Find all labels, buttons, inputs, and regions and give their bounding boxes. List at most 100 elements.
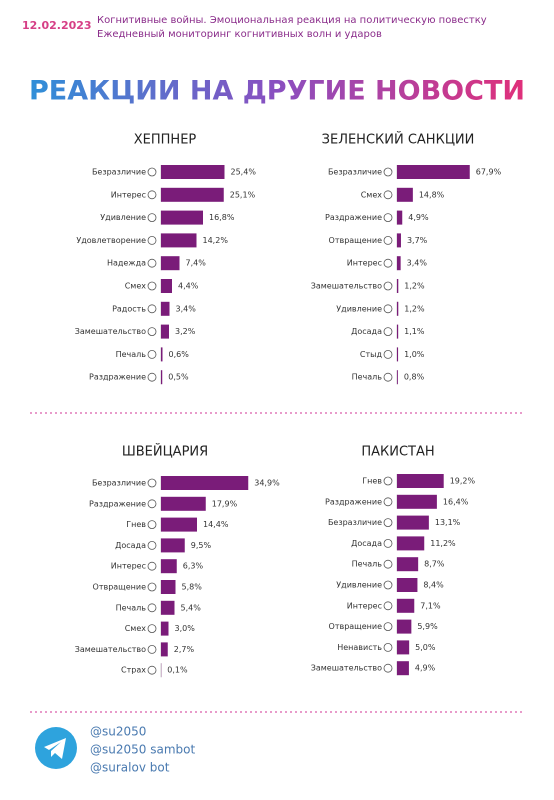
bar bbox=[397, 370, 398, 385]
value-label: 3,7% bbox=[407, 236, 428, 245]
emotion-icon bbox=[147, 624, 157, 633]
handle[interactable]: @su2050 sambot bbox=[90, 743, 195, 757]
value-label: 9,5% bbox=[191, 541, 212, 550]
emotion-icon bbox=[147, 349, 157, 359]
emotion-icon bbox=[147, 235, 157, 245]
bar bbox=[397, 301, 399, 316]
telegram-plane bbox=[44, 738, 66, 759]
value-label: 11,2% bbox=[430, 539, 456, 548]
bar bbox=[397, 256, 401, 271]
emotion-icon bbox=[147, 258, 157, 268]
category-label: Стыд bbox=[360, 350, 383, 359]
emotion-icon bbox=[383, 643, 393, 652]
bar bbox=[397, 536, 425, 551]
value-label: 0,5% bbox=[168, 373, 189, 382]
category-label: Досада bbox=[351, 539, 382, 548]
value-label: 14,2% bbox=[203, 236, 229, 245]
value-label: 5,0% bbox=[415, 643, 436, 652]
category-label: Отвращение bbox=[329, 236, 383, 245]
emotion-icon bbox=[383, 539, 393, 548]
category-label: Интерес bbox=[111, 190, 146, 199]
category-label: Печаль bbox=[352, 373, 383, 382]
category-label: Отвращение bbox=[93, 583, 147, 592]
category-label: Замешательство bbox=[75, 645, 146, 654]
bar bbox=[161, 517, 197, 532]
value-label: 8,4% bbox=[423, 581, 444, 590]
chart-title: ШВЕЙЦАРИЯ bbox=[122, 444, 208, 460]
emotion-icon bbox=[147, 281, 157, 291]
category-label: Интерес bbox=[347, 601, 382, 610]
value-label: 1,0% bbox=[404, 350, 425, 359]
value-label: 1,2% bbox=[404, 304, 425, 313]
emotion-icon bbox=[147, 582, 157, 592]
bar bbox=[161, 538, 185, 553]
bar bbox=[161, 476, 249, 490]
bar bbox=[397, 474, 444, 488]
value-label: 16,4% bbox=[443, 497, 469, 506]
bar bbox=[397, 347, 399, 362]
bar bbox=[397, 578, 418, 592]
bar bbox=[397, 324, 399, 339]
value-label: 7,1% bbox=[420, 601, 441, 610]
value-label: 0,1% bbox=[167, 666, 188, 675]
category-label: Раздражение bbox=[325, 213, 382, 222]
emotion-icon bbox=[383, 281, 393, 291]
bar bbox=[161, 559, 177, 574]
category-label: Надежда bbox=[107, 259, 146, 268]
category-label: Удивление bbox=[100, 213, 146, 222]
emotion-icon bbox=[383, 372, 393, 382]
emotion-icon bbox=[383, 190, 393, 200]
emotion-icon bbox=[383, 580, 393, 590]
category-label: Досада bbox=[115, 541, 146, 550]
value-label: 0,6% bbox=[169, 350, 190, 359]
emotion-icon bbox=[147, 603, 157, 613]
bar bbox=[161, 165, 225, 179]
bar bbox=[397, 210, 403, 225]
bar bbox=[397, 557, 419, 572]
emotion-icon bbox=[147, 665, 157, 675]
bar bbox=[397, 279, 399, 293]
bar bbox=[161, 496, 206, 511]
category-label: Безразличие bbox=[328, 518, 382, 527]
emotion-icon bbox=[383, 258, 393, 268]
value-label: 6,3% bbox=[183, 562, 204, 571]
value-label: 1,1% bbox=[404, 327, 425, 336]
value-label: 4,9% bbox=[408, 213, 429, 222]
category-label: Досада bbox=[351, 327, 382, 336]
emotion-icon bbox=[383, 476, 393, 486]
category-label: Безразличие bbox=[92, 479, 146, 488]
bar bbox=[161, 187, 224, 202]
emotion-icon bbox=[147, 372, 157, 382]
emotion-icon bbox=[147, 541, 157, 550]
chart-title: ЗЕЛЕНСКИЙ САНКЦИИ bbox=[322, 132, 475, 148]
value-label: 5,8% bbox=[182, 583, 203, 592]
category-label: Интерес bbox=[347, 259, 382, 268]
emotion-icon bbox=[147, 499, 157, 509]
value-label: 4,4% bbox=[178, 282, 199, 291]
bar bbox=[161, 279, 172, 293]
handle[interactable]: @su2050 bbox=[90, 725, 146, 739]
bar bbox=[161, 580, 176, 594]
handle[interactable]: @suralov bot bbox=[90, 761, 170, 775]
value-label: 8,7% bbox=[424, 560, 445, 569]
category-label: Гнев bbox=[362, 477, 382, 486]
bar bbox=[397, 619, 412, 634]
emotion-icon bbox=[147, 520, 157, 529]
category-label: Смех bbox=[125, 624, 147, 633]
value-label: 7,4% bbox=[186, 259, 207, 268]
bar bbox=[161, 324, 169, 339]
value-label: 25,4% bbox=[231, 168, 257, 177]
category-label: Замешательство bbox=[311, 282, 382, 291]
category-label: Безразличие bbox=[92, 168, 146, 177]
value-label: 14,8% bbox=[419, 190, 445, 199]
bar bbox=[397, 598, 415, 613]
category-label: Безразличие bbox=[328, 168, 382, 177]
emotion-icon bbox=[383, 663, 393, 673]
bar bbox=[397, 165, 470, 179]
category-label: Печаль bbox=[352, 560, 383, 569]
value-label: 2,7% bbox=[174, 645, 195, 654]
subtitle: Когнитивные войны. Эмоциональная реакция… bbox=[97, 15, 487, 26]
emotion-icon bbox=[383, 622, 393, 631]
bar bbox=[397, 187, 413, 202]
